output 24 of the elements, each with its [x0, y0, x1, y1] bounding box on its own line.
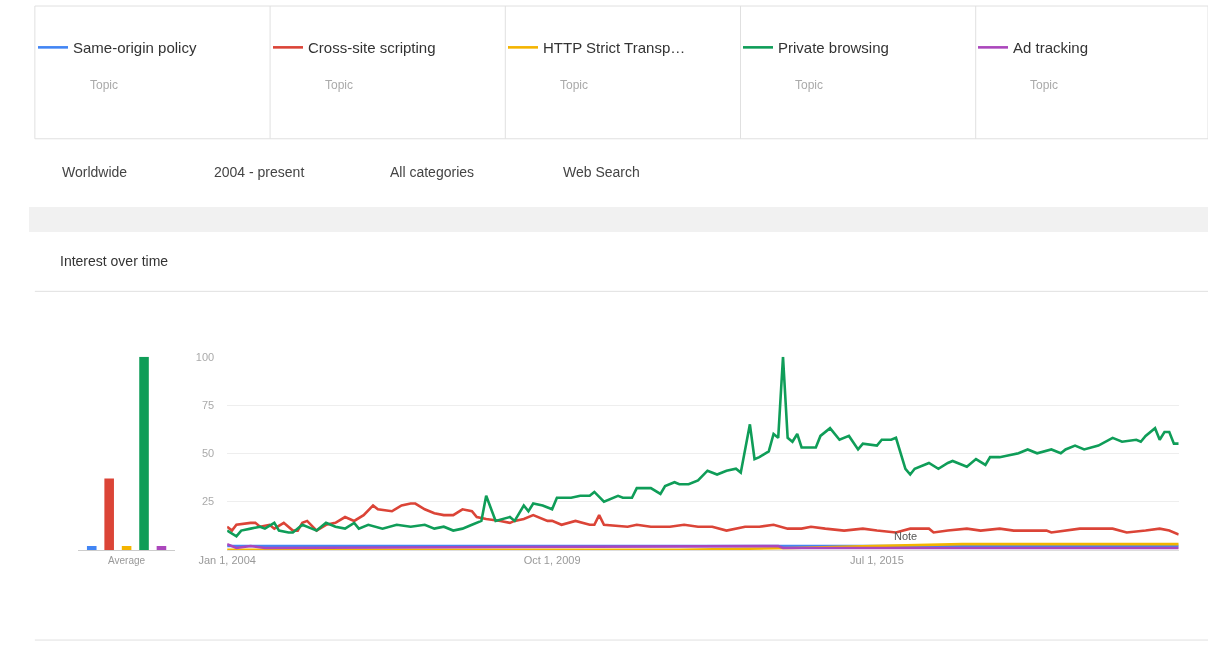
text: 2004 - present [214, 164, 305, 180]
x-tick-label: Oct 1, 2009 [523, 554, 581, 567]
y-tick-label: 25 [201, 495, 215, 508]
x-tick-label: Jul 1, 2015 [850, 554, 904, 567]
legend-label: Cross-site scripting [308, 39, 436, 57]
x-axis-title: Average [108, 554, 146, 566]
legend-label: Private browsing [778, 39, 889, 57]
text: Topic [1030, 78, 1059, 92]
text: Topic [560, 78, 589, 92]
x-tick-label: Jan 1, 2004 [198, 554, 256, 567]
text: Interest over time [60, 253, 169, 269]
annotation: Note [894, 530, 918, 542]
y-tick-label: 100 [195, 350, 215, 363]
text: Topic [325, 78, 354, 92]
y-tick-label: 75 [201, 398, 215, 411]
text: Topic [90, 78, 119, 92]
text: Topic [795, 78, 824, 92]
legend-label: Ad tracking [1013, 39, 1089, 57]
text: Worldwide [62, 164, 128, 180]
y-tick-label: 50 [201, 447, 215, 460]
text: Web Search [563, 164, 640, 180]
text: All categories [390, 164, 475, 180]
legend-label: Same-origin policy [73, 39, 197, 57]
legend-label: HTTP Strict Transp… [543, 39, 686, 57]
